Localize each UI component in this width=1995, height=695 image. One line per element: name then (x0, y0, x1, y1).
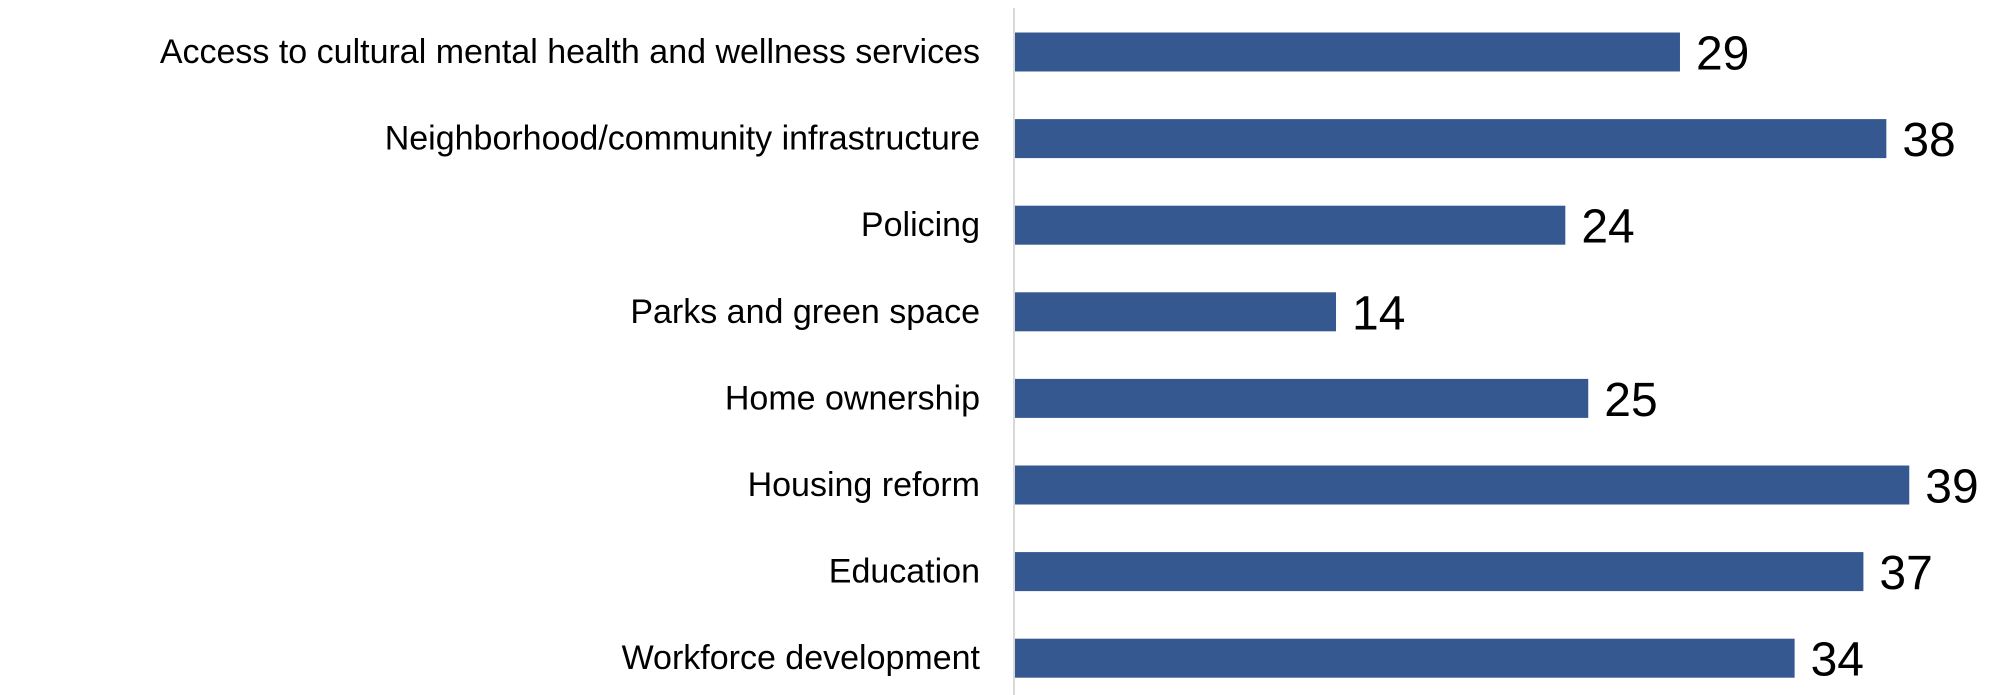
category-label-0: Access to cultural mental health and wel… (160, 33, 980, 71)
bar-2 (1015, 205, 1566, 245)
bar-5 (1015, 465, 1910, 505)
bar-7 (1015, 638, 1795, 678)
bar-4 (1015, 378, 1589, 418)
category-label-3: Parks and green space (630, 293, 980, 331)
bar-0 (1015, 32, 1680, 72)
value-label-5: 39 (1925, 461, 1978, 514)
bar-1 (1015, 119, 1887, 159)
category-labels: Access to cultural mental health and wel… (160, 33, 981, 677)
bar-3 (1015, 292, 1337, 332)
value-labels: 29 38 24 14 25 39 37 34 (1352, 28, 1979, 687)
value-label-7: 34 (1811, 634, 1864, 687)
bar-6 (1015, 552, 1864, 592)
category-label-6: Education (829, 553, 980, 591)
category-label-1: Neighborhood/community infrastructure (385, 120, 980, 158)
bars-layer (1015, 32, 1910, 678)
value-label-2: 24 (1581, 201, 1634, 254)
value-label-1: 38 (1902, 114, 1955, 167)
category-label-5: Housing reform (748, 466, 980, 504)
value-label-3: 14 (1352, 287, 1405, 340)
category-label-7: Workforce development (622, 639, 981, 677)
category-label-4: Home ownership (725, 379, 980, 417)
category-label-2: Policing (861, 206, 980, 244)
value-label-0: 29 (1696, 28, 1749, 81)
value-label-4: 25 (1604, 374, 1657, 427)
value-label-6: 37 (1879, 547, 1932, 600)
